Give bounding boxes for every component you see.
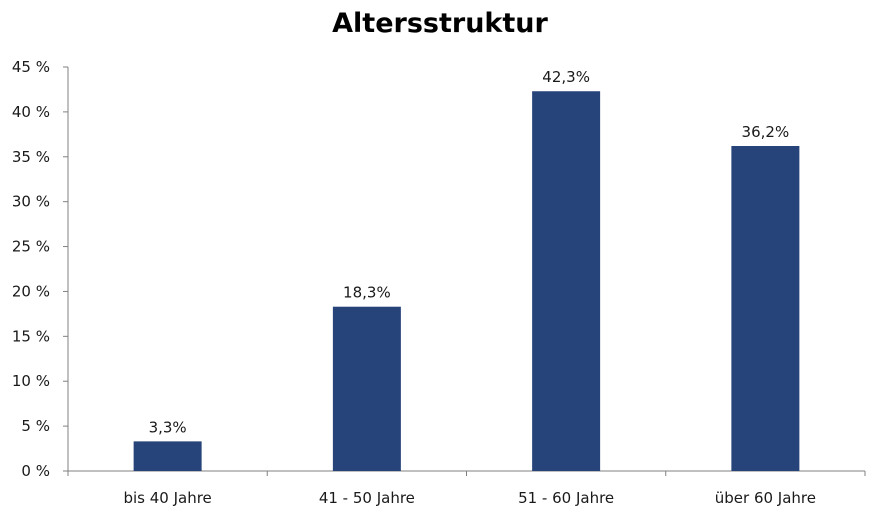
- y-tick-label: 30 %: [12, 193, 50, 211]
- y-tick-label: 45 %: [12, 58, 50, 76]
- y-tick-label: 5 %: [21, 417, 50, 435]
- data-label: 18,3%: [343, 284, 391, 302]
- bar: [332, 306, 401, 471]
- x-tick-label: 41 - 50 Jahre: [319, 489, 415, 507]
- y-tick-label: 20 %: [12, 282, 50, 300]
- data-label: 3,3%: [149, 418, 187, 436]
- y-tick-label: 15 %: [12, 327, 50, 345]
- y-tick-label: 0 %: [21, 462, 50, 480]
- y-axis: 0 % 5 % 10 % 15 % 20 % 25 % 30 % 35 % 40 % 45 %: [12, 58, 69, 480]
- x-axis: bis 40 Jahre 41 - 50 Jahre 51 - 60 Jahre üb…: [67, 470, 866, 507]
- y-tick-label: 10 %: [12, 372, 50, 390]
- data-labels: 3,3% 18,3% 42,3% 36,2%: [149, 68, 790, 436]
- x-tick-label: über 60 Jahre: [715, 489, 816, 507]
- x-tick-label: bis 40 Jahre: [123, 489, 211, 507]
- data-label: 42,3%: [542, 68, 590, 86]
- bar: [532, 91, 601, 472]
- bar: [133, 441, 202, 471]
- y-tick-label: 35 %: [12, 148, 50, 166]
- bar: [731, 146, 800, 471]
- bars: [133, 91, 800, 472]
- x-tick-label: 51 - 60 Jahre: [518, 489, 614, 507]
- y-tick-label: 25 %: [12, 238, 50, 256]
- y-tick-label: 40 %: [12, 103, 50, 121]
- data-label: 36,2%: [742, 123, 790, 141]
- chart-title: Altersstruktur: [332, 8, 548, 39]
